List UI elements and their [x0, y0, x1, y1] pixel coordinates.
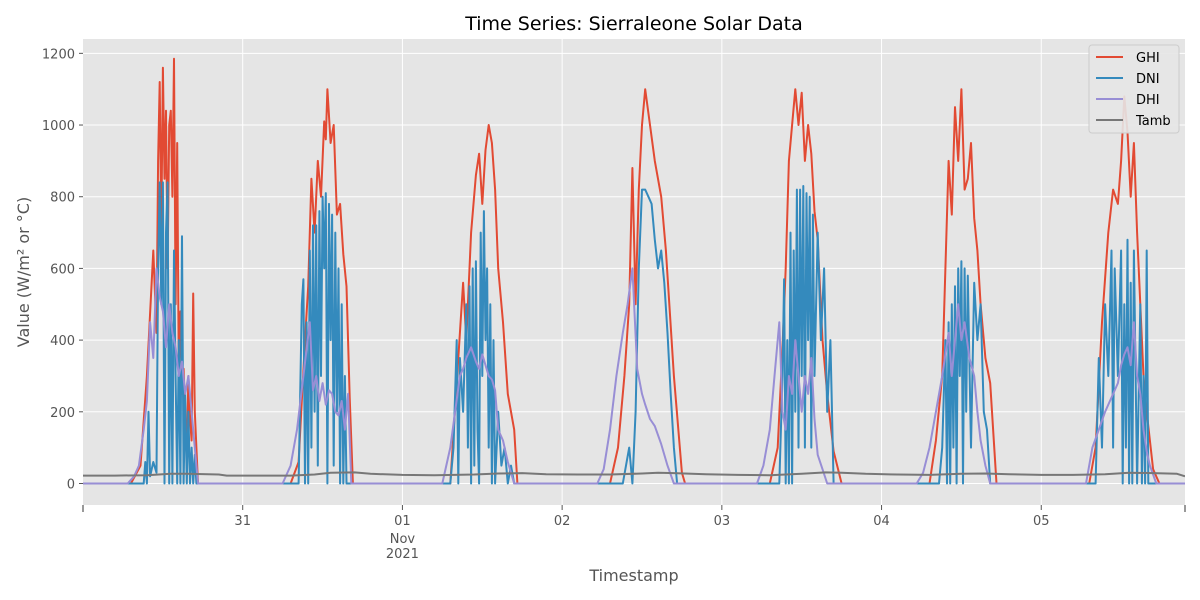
- x-tick-label: 02: [554, 514, 571, 529]
- y-tick-label: 200: [50, 406, 75, 421]
- legend-label: GHI: [1136, 51, 1160, 66]
- series-line-tamb: [83, 471, 1185, 478]
- legend-label: DNI: [1136, 72, 1160, 87]
- x-axis-label: Timestamp: [588, 566, 678, 585]
- y-tick-label: 1000: [42, 119, 75, 134]
- x-tick-label: 05: [1033, 514, 1050, 529]
- x-tick-label: 31: [234, 514, 251, 529]
- legend-label: DHI: [1136, 93, 1160, 108]
- x-tick-label: 03: [714, 514, 731, 529]
- y-axis-label: Value (W/m² or °C): [14, 197, 33, 347]
- legend: GHI DNI DHI Tamb: [1088, 44, 1180, 134]
- series-line-dhi: [83, 267, 1185, 485]
- y-tick-label: 600: [50, 262, 75, 277]
- x-tick-label: 04: [873, 514, 890, 529]
- x-tick-sublabel: 2021: [386, 547, 419, 562]
- y-tick-label: 1200: [42, 47, 75, 62]
- grid-lines: [83, 39, 1185, 505]
- y-tick-label: 800: [50, 191, 75, 206]
- legend-box: [1088, 44, 1180, 134]
- y-tick-label: 0: [67, 477, 75, 492]
- y-tick-label: 400: [50, 334, 75, 349]
- x-tick-sublabel: Nov: [390, 532, 416, 547]
- chart-title: Time Series: Sierraleone Solar Data: [464, 13, 803, 35]
- series-layer: [83, 57, 1185, 485]
- legend-label: Tamb: [1135, 114, 1171, 129]
- x-tick-label: 01: [394, 514, 411, 529]
